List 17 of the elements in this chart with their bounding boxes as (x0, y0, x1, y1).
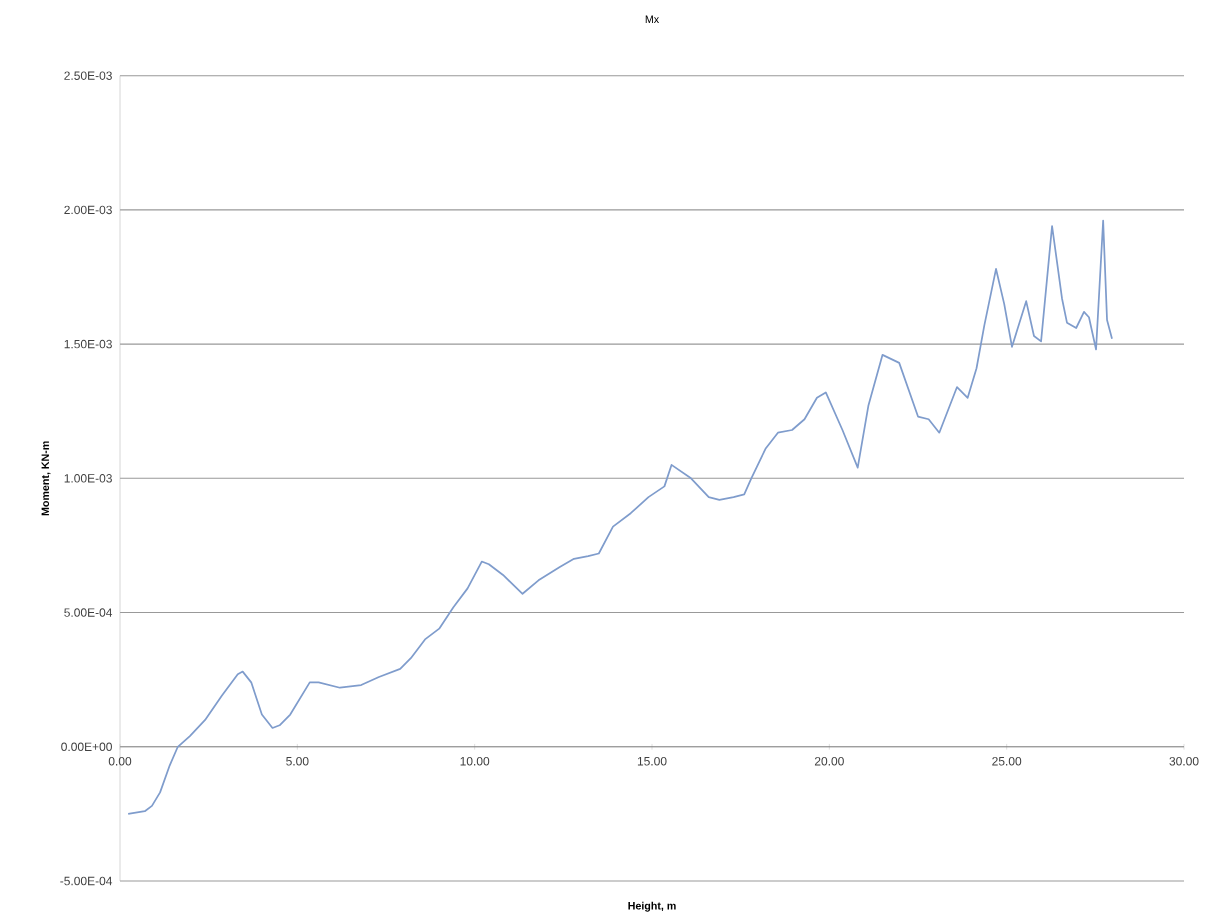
x-tick-label: 20.00 (814, 756, 844, 766)
x-tick-label: 30.00 (1169, 756, 1199, 766)
chart-title: Mx (645, 15, 660, 23)
y-tick-label: 1.50E-03 (64, 339, 112, 349)
y-tick-label: 1.00E-03 (64, 474, 112, 483)
y-tick-label: 2.00E-03 (64, 205, 112, 215)
y-tick-label: 2.50E-03 (64, 71, 112, 80)
y-axis-title: Moment, KN-m (41, 441, 51, 516)
y-tick-label: 0.00E+00 (61, 742, 112, 752)
x-tick-label: 10.00 (460, 756, 490, 766)
x-tick-label: 5.00 (286, 756, 309, 766)
x-tick-label: 15.00 (637, 756, 667, 766)
x-axis-title: Height, m (628, 901, 676, 912)
y-tick-label: -5.00E-04 (60, 876, 113, 886)
y-tick-label: 5.00E-04 (64, 608, 113, 617)
x-tick-label: 0.00 (108, 756, 132, 766)
x-tick-label: 25.00 (992, 756, 1022, 766)
